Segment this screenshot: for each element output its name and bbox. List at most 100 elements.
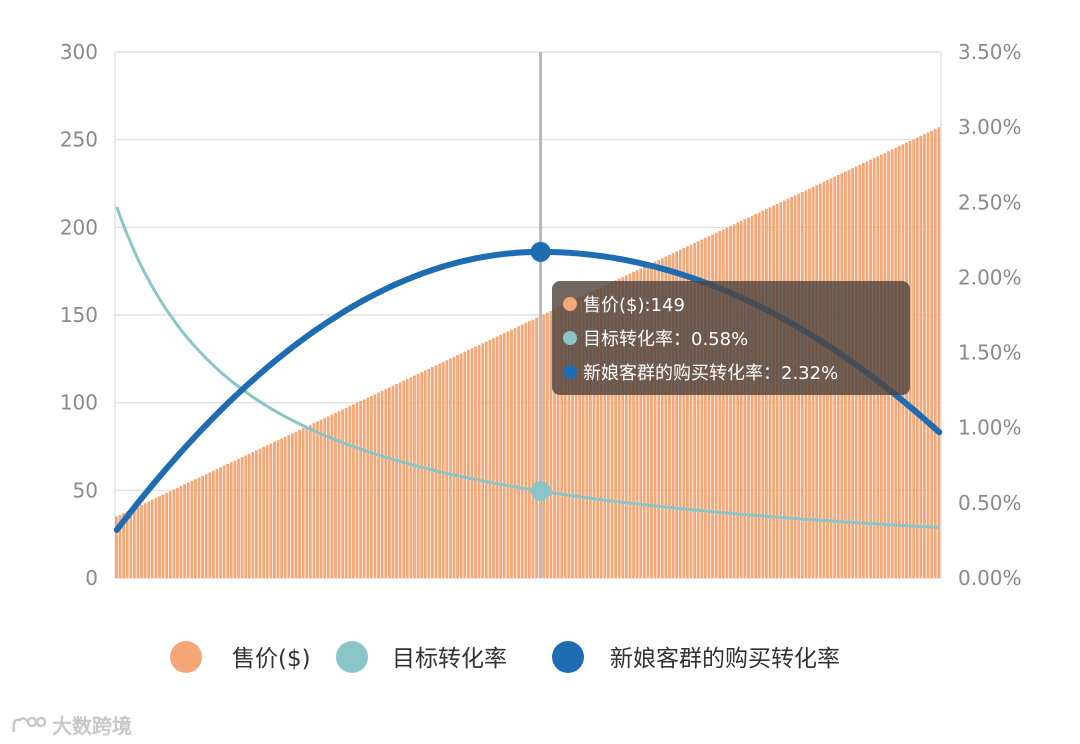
bar <box>262 446 266 578</box>
bar <box>721 229 725 578</box>
legend[interactable]: 售价($) 目标转化率 新娘客群的购买转化率 <box>170 641 840 673</box>
bar <box>642 266 646 578</box>
bar <box>535 317 538 578</box>
bar <box>621 276 625 578</box>
bar <box>933 129 937 578</box>
left-tick-label: 250 <box>60 128 98 152</box>
bar <box>477 344 481 578</box>
bar <box>290 433 294 578</box>
bar <box>348 406 352 578</box>
bar <box>556 307 560 578</box>
bar <box>204 474 208 578</box>
bar <box>470 348 474 578</box>
bar <box>653 261 657 578</box>
bar <box>531 319 535 578</box>
bar <box>287 435 291 578</box>
bar <box>229 462 233 578</box>
bar <box>567 302 571 578</box>
watermark: 大数跨境 <box>10 710 132 739</box>
bar <box>226 463 230 578</box>
bar <box>757 212 761 578</box>
bar <box>488 339 492 578</box>
right-tick-label: 2.00% <box>958 265 1022 289</box>
legend-marker <box>170 641 202 673</box>
bar <box>607 283 610 578</box>
bar <box>624 275 628 578</box>
axes: 0 50 100 150 200 250 300 0.00% 0.50% 1.00% 1.50% 2.… <box>60 40 1022 590</box>
bar <box>258 448 262 578</box>
bar <box>183 484 187 578</box>
legend-marker <box>336 641 368 673</box>
bar <box>668 254 671 578</box>
bar <box>222 465 226 578</box>
bar <box>211 470 215 578</box>
bar <box>409 377 413 578</box>
bar <box>639 268 643 578</box>
bar <box>499 334 503 578</box>
right-tick-label: 1.50% <box>958 341 1022 365</box>
bar <box>402 380 406 578</box>
bar <box>161 494 165 578</box>
bar <box>574 299 578 578</box>
bar <box>463 351 467 578</box>
right-tick-label: 0.50% <box>958 491 1022 515</box>
bar <box>926 132 930 578</box>
bar <box>553 309 556 578</box>
bar <box>754 214 758 579</box>
bar <box>118 514 122 578</box>
right-tick-label: 3.50% <box>958 40 1022 64</box>
bar <box>599 287 603 578</box>
bar <box>398 382 402 578</box>
bar <box>147 501 151 578</box>
bar <box>337 411 341 578</box>
bar <box>614 280 617 578</box>
bar <box>711 234 714 579</box>
bar <box>542 314 546 578</box>
bar <box>427 368 431 578</box>
bar <box>682 248 686 578</box>
bar <box>718 231 722 579</box>
bar <box>678 249 682 578</box>
bar <box>596 288 600 578</box>
bar <box>150 499 154 578</box>
bar <box>158 496 161 578</box>
bar <box>703 237 707 579</box>
bar <box>502 333 506 578</box>
bar <box>190 480 194 578</box>
bar <box>466 350 470 578</box>
bar <box>179 486 183 578</box>
bar <box>456 355 459 578</box>
bar <box>240 457 244 578</box>
bar <box>269 443 273 578</box>
bar <box>380 390 384 578</box>
bar <box>628 273 632 578</box>
bar <box>660 258 664 578</box>
left-tick-label: 200 <box>60 215 98 239</box>
watermark-logo-icon <box>12 716 46 732</box>
bar <box>136 506 140 578</box>
tooltip-line: 售价($):149 <box>583 295 685 316</box>
bar <box>326 416 330 578</box>
bar <box>617 278 621 578</box>
bar <box>420 372 424 578</box>
bar <box>750 215 754 578</box>
legend-item[interactable]: 售价($) <box>170 641 311 673</box>
bar <box>265 445 269 578</box>
tooltip-marker <box>563 297 577 311</box>
crosshair-point-bride <box>530 241 551 262</box>
bar <box>301 428 305 578</box>
bar <box>165 492 169 578</box>
bar <box>528 321 531 578</box>
legend-item[interactable]: 新娘客群的购买转化率 <box>552 641 840 673</box>
bar <box>459 353 463 578</box>
bar <box>732 224 736 579</box>
bar <box>506 331 510 578</box>
bar <box>323 418 327 578</box>
bar <box>244 455 248 578</box>
legend-item[interactable]: 目标转化率 <box>336 641 507 673</box>
bar <box>154 497 158 578</box>
bar <box>646 265 650 578</box>
legend-marker <box>552 641 584 673</box>
right-tick-label: 0.00% <box>958 566 1022 590</box>
bar <box>215 469 219 578</box>
